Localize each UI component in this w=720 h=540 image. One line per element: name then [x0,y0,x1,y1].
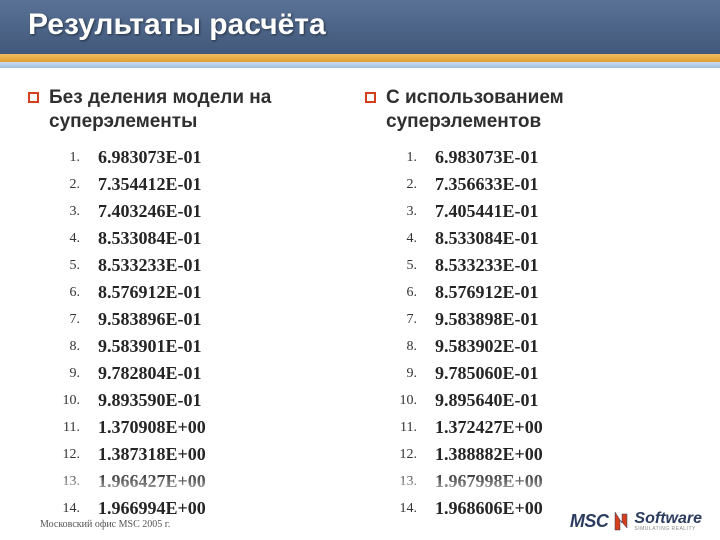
list-item: 1.387318E+00 [28,441,355,468]
list-item: 9.782804E-01 [28,360,355,387]
left-heading-row: Без деления модели на суперэлементы [28,86,355,134]
right-values-list: 6.983073E-017.356633E-017.405441E-018.53… [365,144,692,522]
logo-tagline: SIMULATING REALITY [634,527,702,532]
right-heading: С использованием суперэлементов [386,86,692,134]
list-item: 1.967998E+00 [365,468,692,495]
msc-logo: MSC Software SIMULATING REALITY [570,510,702,532]
list-item: 7.403246E-01 [28,198,355,225]
list-item: 9.583902E-01 [365,333,692,360]
list-item: 9.583896E-01 [28,306,355,333]
logo-glyph-icon [612,510,630,532]
list-item: 9.893590E-01 [28,387,355,414]
logo-software-text: Software [634,511,702,527]
list-item: 9.583901E-01 [28,333,355,360]
list-item: 6.983073E-01 [365,144,692,171]
right-column: С использованием суперэлементов 6.983073… [365,86,692,522]
header-stripe-blue [0,62,720,68]
page-title: Результаты расчёта [28,8,326,42]
list-item: 1.372427E+00 [365,414,692,441]
list-item: 8.576912E-01 [365,279,692,306]
list-item: 8.576912E-01 [28,279,355,306]
footer-note: Московский офис MSC 2005 г. [40,519,170,530]
square-bullet-icon [365,92,376,103]
left-column: Без деления модели на суперэлементы 6.98… [28,86,355,522]
list-item: 6.983073E-01 [28,144,355,171]
list-item: 7.354412E-01 [28,171,355,198]
list-item: 8.533084E-01 [365,225,692,252]
content-area: Без деления модели на суперэлементы 6.98… [0,70,720,522]
list-item: 1.966994E+00 [28,495,355,522]
left-heading: Без деления модели на суперэлементы [49,86,355,134]
list-item: 8.533233E-01 [28,252,355,279]
list-item: 8.533084E-01 [28,225,355,252]
logo-msc-text: MSC [570,511,609,532]
list-item: 7.405441E-01 [365,198,692,225]
list-item: 7.356633E-01 [365,171,692,198]
list-item: 9.583898E-01 [365,306,692,333]
list-item: 8.533233E-01 [365,252,692,279]
list-item: 1.370908E+00 [28,414,355,441]
left-values-list: 6.983073E-017.354412E-017.403246E-018.53… [28,144,355,522]
logo-software-block: Software SIMULATING REALITY [634,511,702,532]
slide-header: Результаты расчёта [0,0,720,70]
right-heading-row: С использованием суперэлементов [365,86,692,134]
square-bullet-icon [28,92,39,103]
list-item: 1.966427E+00 [28,468,355,495]
list-item: 1.388882E+00 [365,441,692,468]
header-stripe-gold [0,54,720,62]
list-item: 9.785060E-01 [365,360,692,387]
list-item: 9.895640E-01 [365,387,692,414]
